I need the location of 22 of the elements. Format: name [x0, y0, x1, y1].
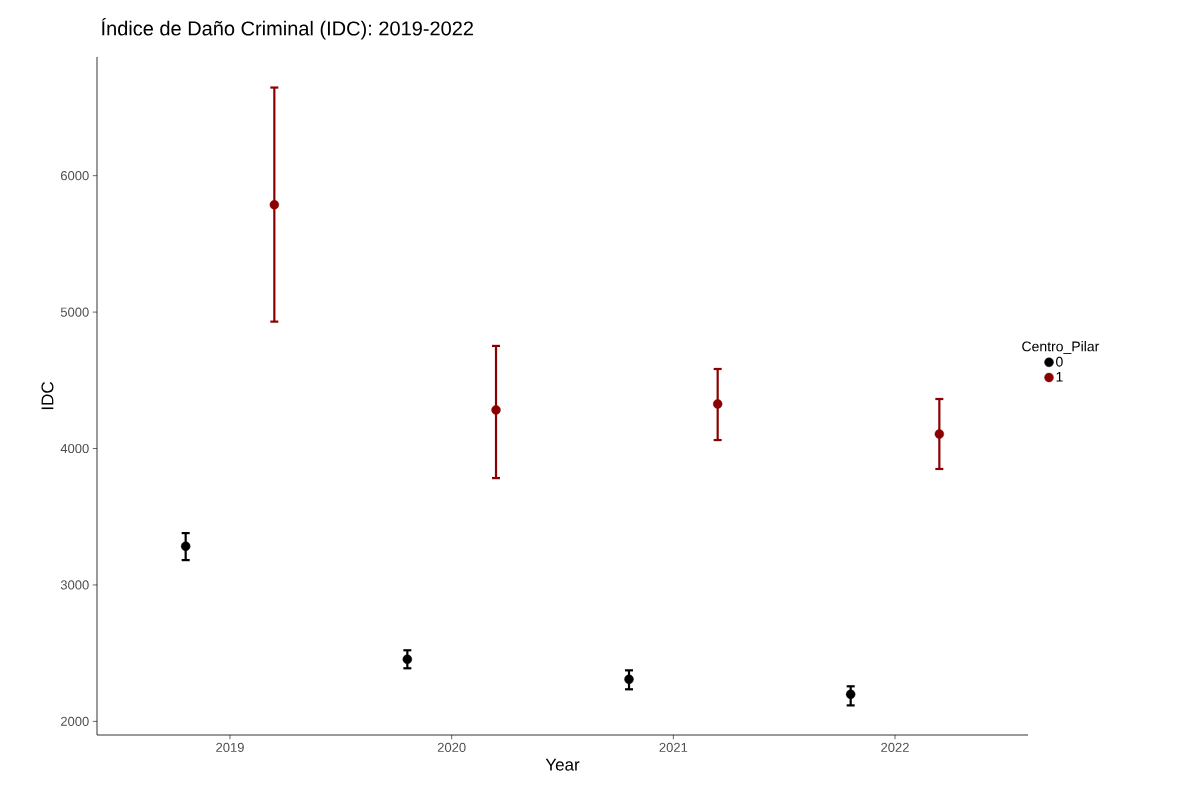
legend-title: Centro_Pilar — [1022, 341, 1100, 355]
y-tick-label: 5000 — [60, 307, 89, 317]
x-tick-label: 2020 — [437, 742, 466, 752]
point — [491, 405, 501, 415]
y-tick-label: 3000 — [60, 580, 89, 590]
point — [624, 674, 634, 685]
point — [712, 399, 723, 409]
x-axis-title: Year — [545, 758, 580, 771]
y-tick-label: 4000 — [60, 443, 89, 454]
chart-title: Índice de Daño Criminal (IDC): 2019-2022 — [101, 18, 473, 40]
point — [934, 429, 945, 439]
x-tick-label: 2021 — [659, 742, 688, 752]
legend-label: 1 — [1056, 371, 1063, 382]
point — [402, 654, 413, 664]
point — [180, 541, 191, 551]
x-tick-label: 2019 — [216, 742, 244, 752]
legend-label: 0 — [1056, 356, 1063, 367]
x-tick-label: 2022 — [881, 742, 909, 752]
y-axis-title: IDC — [41, 382, 54, 410]
y-tick-label: 6000 — [60, 171, 89, 181]
point — [269, 200, 280, 210]
y-tick-label: 2000 — [60, 716, 89, 726]
